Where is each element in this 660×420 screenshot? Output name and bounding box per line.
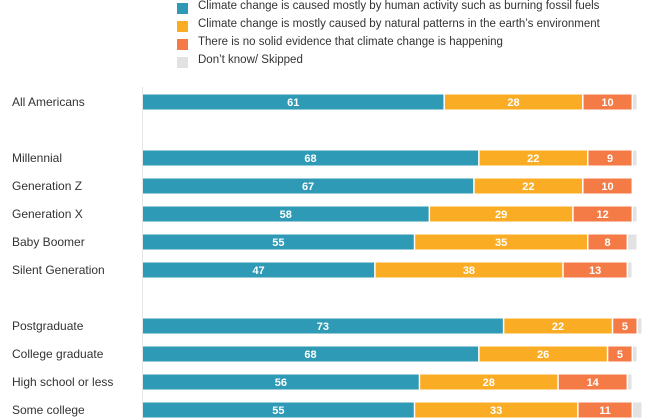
bar-segment xyxy=(583,94,632,110)
bar-segment xyxy=(375,262,563,278)
category-label: Generation Z xyxy=(12,179,82,193)
bar-segment xyxy=(143,150,479,166)
legend-swatch-human-activity xyxy=(177,3,188,14)
category-label: High school or less xyxy=(12,375,113,389)
bar-segment xyxy=(628,234,637,250)
bar-segment xyxy=(415,402,578,418)
data-label: 13 xyxy=(589,265,601,277)
bar-segment xyxy=(633,402,642,418)
legend-swatch-natural-patterns xyxy=(177,21,188,32)
bar-segment xyxy=(143,262,375,278)
bar-segment xyxy=(143,346,479,362)
data-label: 10 xyxy=(601,181,613,193)
bar-segment xyxy=(479,150,587,166)
bar-segment xyxy=(143,178,474,194)
data-label: 58 xyxy=(280,209,292,221)
bar-segment xyxy=(608,346,632,362)
bar-segment xyxy=(143,94,444,110)
legend-label-human-activity: Climate change is caused mostly by human… xyxy=(198,0,600,12)
bar-segment xyxy=(444,94,583,110)
bar-segment xyxy=(638,318,642,334)
bar-segment xyxy=(420,374,558,390)
bar-segment xyxy=(633,150,637,166)
bar-segment xyxy=(633,94,637,110)
data-label: 28 xyxy=(507,97,519,109)
bar-segment xyxy=(474,178,583,194)
category-label: Baby Boomer xyxy=(12,235,85,249)
category-label: All Americans xyxy=(12,95,85,109)
bar-segment xyxy=(633,206,637,222)
data-label: 38 xyxy=(463,265,475,277)
legend-label-no-evidence: There is no solid evidence that climate … xyxy=(198,36,503,48)
data-label: 56 xyxy=(275,377,287,389)
data-label: 5 xyxy=(622,321,628,333)
data-label: 5 xyxy=(617,349,623,361)
data-label: 67 xyxy=(302,181,314,193)
category-label: College graduate xyxy=(12,347,104,361)
data-label: 11 xyxy=(599,405,611,417)
legend-swatch-no-evidence xyxy=(177,39,188,50)
bar-segment xyxy=(578,402,632,418)
bar-segment xyxy=(628,374,632,390)
data-label: 33 xyxy=(490,405,502,417)
data-label: 10 xyxy=(601,97,613,109)
data-label: 61 xyxy=(287,97,299,109)
data-label: 68 xyxy=(304,349,316,361)
bar-segment xyxy=(504,318,612,334)
bar-segment xyxy=(588,234,627,250)
data-label: 22 xyxy=(522,181,534,193)
category-label: Generation X xyxy=(12,207,83,221)
legend-label-dont-know: Don’t know/ Skipped xyxy=(198,54,303,66)
data-label: 29 xyxy=(495,209,507,221)
bar-segment xyxy=(628,262,632,278)
category-label: Postgraduate xyxy=(12,319,84,333)
category-label: Silent Generation xyxy=(12,263,105,277)
category-label: Millennial xyxy=(12,151,62,165)
data-label: 68 xyxy=(304,153,316,165)
legend-swatch-dont-know xyxy=(177,57,188,68)
bar-segment xyxy=(143,234,414,250)
data-label: 73 xyxy=(317,321,329,333)
data-label: 22 xyxy=(527,153,539,165)
data-label: 55 xyxy=(272,237,284,249)
legend-label-natural-patterns: Climate change is mostly caused by natur… xyxy=(198,18,600,30)
data-label: 8 xyxy=(604,237,610,249)
data-label: 26 xyxy=(537,349,549,361)
data-label: 14 xyxy=(587,377,600,389)
bar-segment xyxy=(415,234,587,250)
category-label: Some college xyxy=(12,403,85,417)
data-label: 28 xyxy=(483,377,495,389)
bar-segment xyxy=(588,150,632,166)
bar-segment xyxy=(143,402,414,418)
data-label: 55 xyxy=(272,405,284,417)
bar-segment xyxy=(479,346,607,362)
data-label: 9 xyxy=(607,153,613,165)
bar-segment xyxy=(143,318,503,334)
bar-segment xyxy=(430,206,573,222)
bar-segment xyxy=(143,206,429,222)
bar-segment xyxy=(613,318,637,334)
bar-segment xyxy=(143,374,419,390)
data-label: 47 xyxy=(252,265,264,277)
bar-segment xyxy=(558,374,627,390)
bar-segment xyxy=(573,206,632,222)
bar-segment xyxy=(563,262,627,278)
bar-segment xyxy=(583,178,632,194)
bar-segment xyxy=(633,346,637,362)
data-label: 35 xyxy=(495,237,507,249)
data-label: 22 xyxy=(552,321,564,333)
data-label: 12 xyxy=(596,209,608,221)
